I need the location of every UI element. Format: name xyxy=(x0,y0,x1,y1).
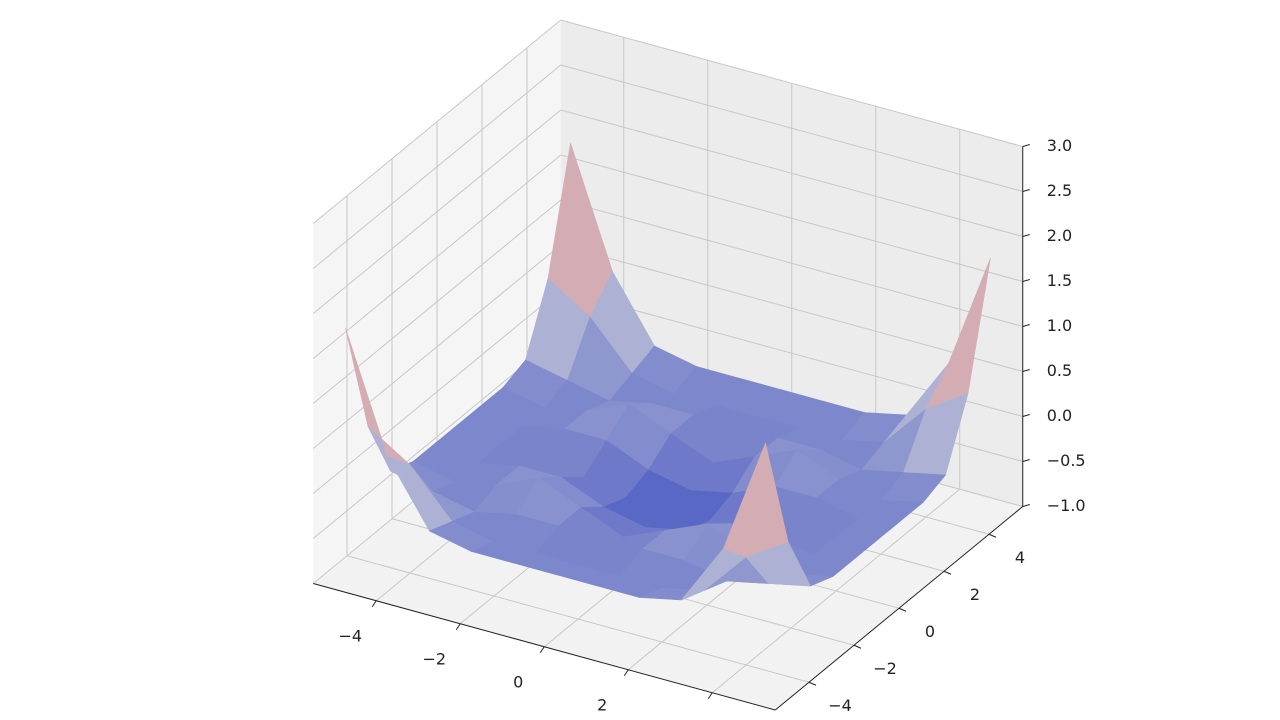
z-tick xyxy=(1022,189,1030,192)
z-tick xyxy=(1022,414,1030,417)
grid-line xyxy=(560,19,1023,147)
y-tick xyxy=(943,570,952,575)
z-tick-label: 3.0 xyxy=(1047,136,1072,155)
grid-line xyxy=(560,199,1023,327)
z-tick-label: −0.5 xyxy=(1047,451,1086,470)
y-tick-label: 4 xyxy=(1015,548,1025,567)
z-tick-label: 1.5 xyxy=(1047,271,1072,290)
grid-line xyxy=(312,19,562,224)
z-tick-label: 0.0 xyxy=(1047,406,1072,425)
y-tick xyxy=(988,533,997,538)
z-tick-label: 0.5 xyxy=(1047,361,1072,380)
grid-line xyxy=(560,109,1023,237)
y-tick-label: 2 xyxy=(970,585,980,604)
grid-line xyxy=(312,199,562,404)
surface-patch xyxy=(723,441,789,558)
grid-line xyxy=(560,154,1023,282)
y-tick-label: 0 xyxy=(925,622,935,641)
x-tick-label: 0 xyxy=(513,672,523,691)
z-tick-label: 2.5 xyxy=(1047,181,1072,200)
z-tick-label: 2.0 xyxy=(1047,226,1072,245)
grid-line xyxy=(312,64,562,269)
z-tick xyxy=(1022,504,1030,507)
grid-line xyxy=(560,244,1023,372)
y-tick xyxy=(898,607,907,612)
z-tick xyxy=(1022,279,1030,282)
y-tick xyxy=(853,644,862,649)
y-tick-label: −2 xyxy=(873,659,897,678)
x-tick xyxy=(455,623,461,631)
x-tick-label: 2 xyxy=(597,695,607,714)
x-tick xyxy=(707,692,713,700)
x-tick xyxy=(371,600,377,608)
z-tick xyxy=(1022,144,1030,147)
x-tick-label: −4 xyxy=(338,626,362,645)
grid-line xyxy=(312,244,562,449)
x-tick-label: −2 xyxy=(422,649,446,668)
grid-line xyxy=(312,289,562,494)
y-tick xyxy=(808,681,817,686)
grid-line xyxy=(346,555,810,683)
z-tick xyxy=(1022,234,1030,237)
y-tick-label: −4 xyxy=(828,696,852,715)
grid-line xyxy=(560,64,1023,192)
x-tick xyxy=(623,669,629,677)
z-tick xyxy=(1022,324,1030,327)
grid-line xyxy=(312,109,562,314)
z-tick-label: 1.0 xyxy=(1047,316,1072,335)
x-tick-label: 4 xyxy=(681,718,691,720)
z-tick xyxy=(1022,459,1030,462)
z-tick-label: −1.0 xyxy=(1047,496,1086,515)
x-tick xyxy=(539,646,545,654)
z-tick xyxy=(1022,369,1030,372)
grid-line xyxy=(312,154,562,359)
